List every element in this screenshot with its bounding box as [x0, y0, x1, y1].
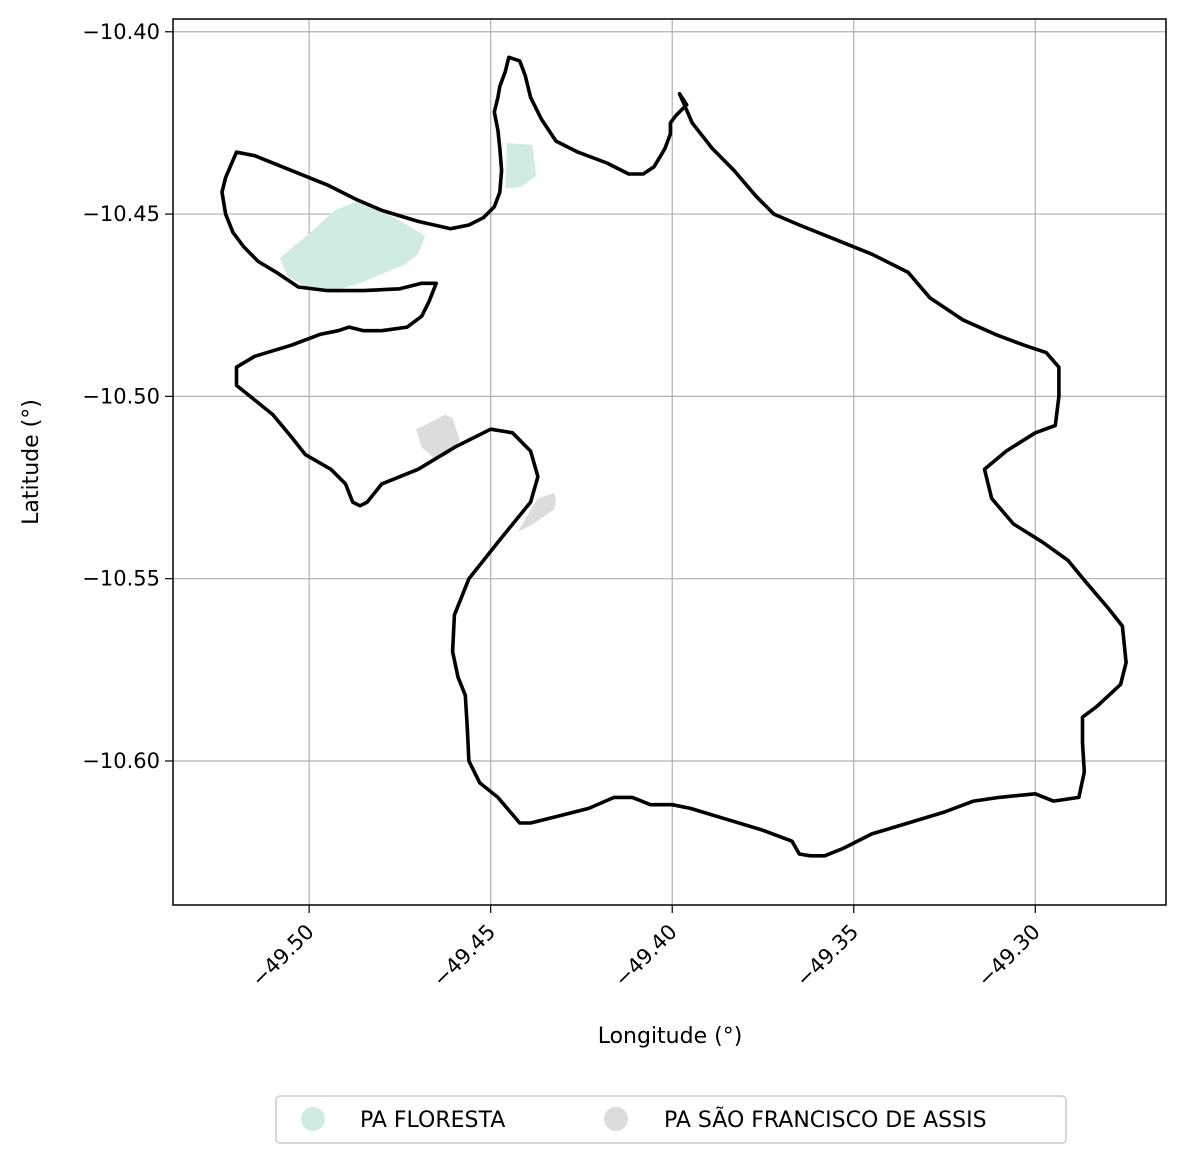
- y-tick-label: −10.60: [82, 749, 160, 773]
- legend-frame: [275, 1095, 1067, 1144]
- boundary: [220, 55, 1128, 858]
- y-tick-label: −10.40: [82, 20, 160, 44]
- areas: [280, 143, 556, 541]
- pa-s-o-francisco-de-assis-area: [497, 493, 556, 541]
- pa-floresta-area: [280, 199, 426, 291]
- legend-swatch-sao-francisco: [604, 1107, 628, 1131]
- y-tick-label: −10.55: [82, 567, 160, 591]
- pa-s-o-francisco-de-assis-area: [416, 414, 460, 459]
- y-axis-title: Latitude (°): [19, 399, 44, 525]
- plot-frame: [172, 18, 1167, 906]
- plot-background: [173, 19, 1166, 905]
- legend: PA FLORESTA PA SÃO FRANCISCO DE ASSIS: [275, 1095, 1067, 1144]
- legend-label-floresta: PA FLORESTA: [360, 1108, 505, 1133]
- pa-floresta-area: [505, 143, 537, 189]
- y-tick-label: −10.50: [82, 384, 160, 408]
- legend-label-sao-francisco: PA SÃO FRANCISCO DE ASSIS: [664, 1106, 987, 1133]
- x-axis-title: Longitude (°): [598, 1024, 743, 1049]
- y-axis-ticks: −10.40 −10.45 −10.50 −10.55 −10.60: [82, 20, 173, 773]
- municipality-boundary: [220, 55, 1128, 858]
- legend-swatch-floresta: [301, 1107, 325, 1131]
- y-tick-label: −10.45: [82, 202, 160, 226]
- grid: [173, 19, 1166, 905]
